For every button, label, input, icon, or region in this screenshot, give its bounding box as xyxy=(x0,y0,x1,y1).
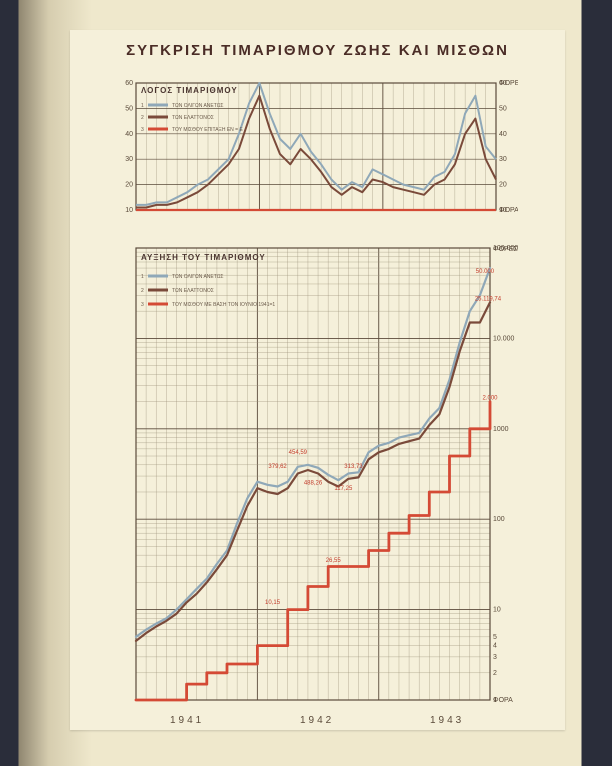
svg-text:3: 3 xyxy=(493,654,497,661)
svg-text:ΤΩΝ ΕΛΑΤΤΟΝΟΣ: ΤΩΝ ΕΛΑΤΤΟΝΟΣ xyxy=(172,288,214,294)
svg-text:ΦΟΡΑ: ΦΟΡΑ xyxy=(499,207,518,214)
svg-text:379,62: 379,62 xyxy=(268,464,287,470)
svg-text:10: 10 xyxy=(493,607,501,614)
svg-text:2.000: 2.000 xyxy=(482,396,498,402)
svg-text:5: 5 xyxy=(493,634,497,641)
page-title: ΣΥΓΚΡΙΣΗ ΤΙΜΑΡΙΘΜΟΥ ΖΩΗΣ ΚΑΙ ΜΙΣΘΩΝ xyxy=(70,42,565,59)
svg-text:10,15: 10,15 xyxy=(265,600,281,606)
svg-text:10.000: 10.000 xyxy=(493,335,515,342)
svg-text:26,55: 26,55 xyxy=(326,558,342,564)
svg-text:ΦΟΡΑ: ΦΟΡΑ xyxy=(493,697,513,704)
svg-text:488,26: 488,26 xyxy=(304,480,323,486)
svg-text:2: 2 xyxy=(493,670,497,677)
svg-text:ΑΥΞΗΣΗ ΤΟΥ ΤΙΜΑΡΙΘΜΟΥ: ΑΥΞΗΣΗ ΤΟΥ ΤΙΜΑΡΙΘΜΟΥ xyxy=(141,253,266,262)
svg-text:ΤΟΥ ΜΙΣΘΟΥ ΜΕ ΒΑΣΗ ΤΟΝ ΙΟΥΝΙΟ: ΤΟΥ ΜΙΣΘΟΥ ΜΕ ΒΑΣΗ ΤΟΝ ΙΟΥΝΙΟ 1941=1 xyxy=(172,302,275,308)
svg-text:3: 3 xyxy=(141,302,144,308)
svg-text:117,25: 117,25 xyxy=(334,486,353,492)
svg-text:2: 2 xyxy=(141,115,144,121)
svg-text:30: 30 xyxy=(125,156,133,163)
svg-text:4: 4 xyxy=(493,643,497,650)
svg-text:454,59: 454,59 xyxy=(289,450,308,456)
x-axis-year-2: 1942 xyxy=(300,715,334,726)
x-axis-year-1: 1941 xyxy=(170,715,204,726)
svg-text:ΤΩΝ ΟΛΙΓΩΝ ΑΝΕΤΩΣ: ΤΩΝ ΟΛΙΓΩΝ ΑΝΕΤΩΣ xyxy=(172,274,224,280)
svg-text:100: 100 xyxy=(493,516,505,523)
svg-text:1: 1 xyxy=(141,274,144,280)
svg-text:ΛΟΓΟΣ ΤΙΜΑΡΙΘΜΟΥ: ΛΟΓΟΣ ΤΙΜΑΡΙΘΜΟΥ xyxy=(141,86,238,95)
svg-text:ΤΟΥ ΜΙΣΘΟΥ ΕΠΙΤΑΞΗ ΕΝ = Ε: ΤΟΥ ΜΙΣΘΟΥ ΕΠΙΤΑΞΗ ΕΝ = Ε xyxy=(172,127,243,133)
svg-text:ΤΩΝ ΟΛΙΓΩΝ ΑΝΕΤΩΣ: ΤΩΝ ΟΛΙΓΩΝ ΑΝΕΤΩΣ xyxy=(172,103,224,109)
svg-text:1: 1 xyxy=(141,103,144,109)
svg-text:20: 20 xyxy=(125,182,133,189)
svg-text:313,73: 313,73 xyxy=(344,464,363,470)
svg-text:2: 2 xyxy=(141,288,144,294)
svg-text:60: 60 xyxy=(125,80,133,87)
bottom-chart-increase: 110100100010.000100.0002345ΦΟΡΕΣΦΟΡΑΑΥΞΗ… xyxy=(118,240,518,710)
svg-text:50.000: 50.000 xyxy=(476,269,495,275)
x-axis-year-3: 1943 xyxy=(430,715,464,726)
svg-text:1000: 1000 xyxy=(493,426,509,433)
svg-text:ΦΟΡΕΣ: ΦΟΡΕΣ xyxy=(493,246,518,253)
svg-text:50: 50 xyxy=(125,105,133,112)
document-sheet: ΣΥΓΚΡΙΣΗ ΤΙΜΑΡΙΘΜΟΥ ΖΩΗΣ ΚΑΙ ΜΙΣΘΩΝ 10 10… xyxy=(70,30,565,730)
svg-text:40: 40 xyxy=(499,131,507,138)
top-chart-ratio: 101020203030404050506060ΦΟΡΕΣΦΟΡΑΛΟΓΟΣ Τ… xyxy=(118,75,518,215)
svg-text:3: 3 xyxy=(141,127,144,133)
svg-text:20: 20 xyxy=(499,182,507,189)
svg-text:40: 40 xyxy=(125,131,133,138)
svg-text:25.119,74: 25.119,74 xyxy=(475,296,502,302)
svg-text:50: 50 xyxy=(499,105,507,112)
svg-text:ΤΩΝ ΕΛΑΤΤΟΝΟΣ: ΤΩΝ ΕΛΑΤΤΟΝΟΣ xyxy=(172,115,214,121)
svg-text:ΦΟΡΕΣ: ΦΟΡΕΣ xyxy=(499,80,518,87)
svg-text:30: 30 xyxy=(499,156,507,163)
svg-text:10: 10 xyxy=(125,207,133,214)
